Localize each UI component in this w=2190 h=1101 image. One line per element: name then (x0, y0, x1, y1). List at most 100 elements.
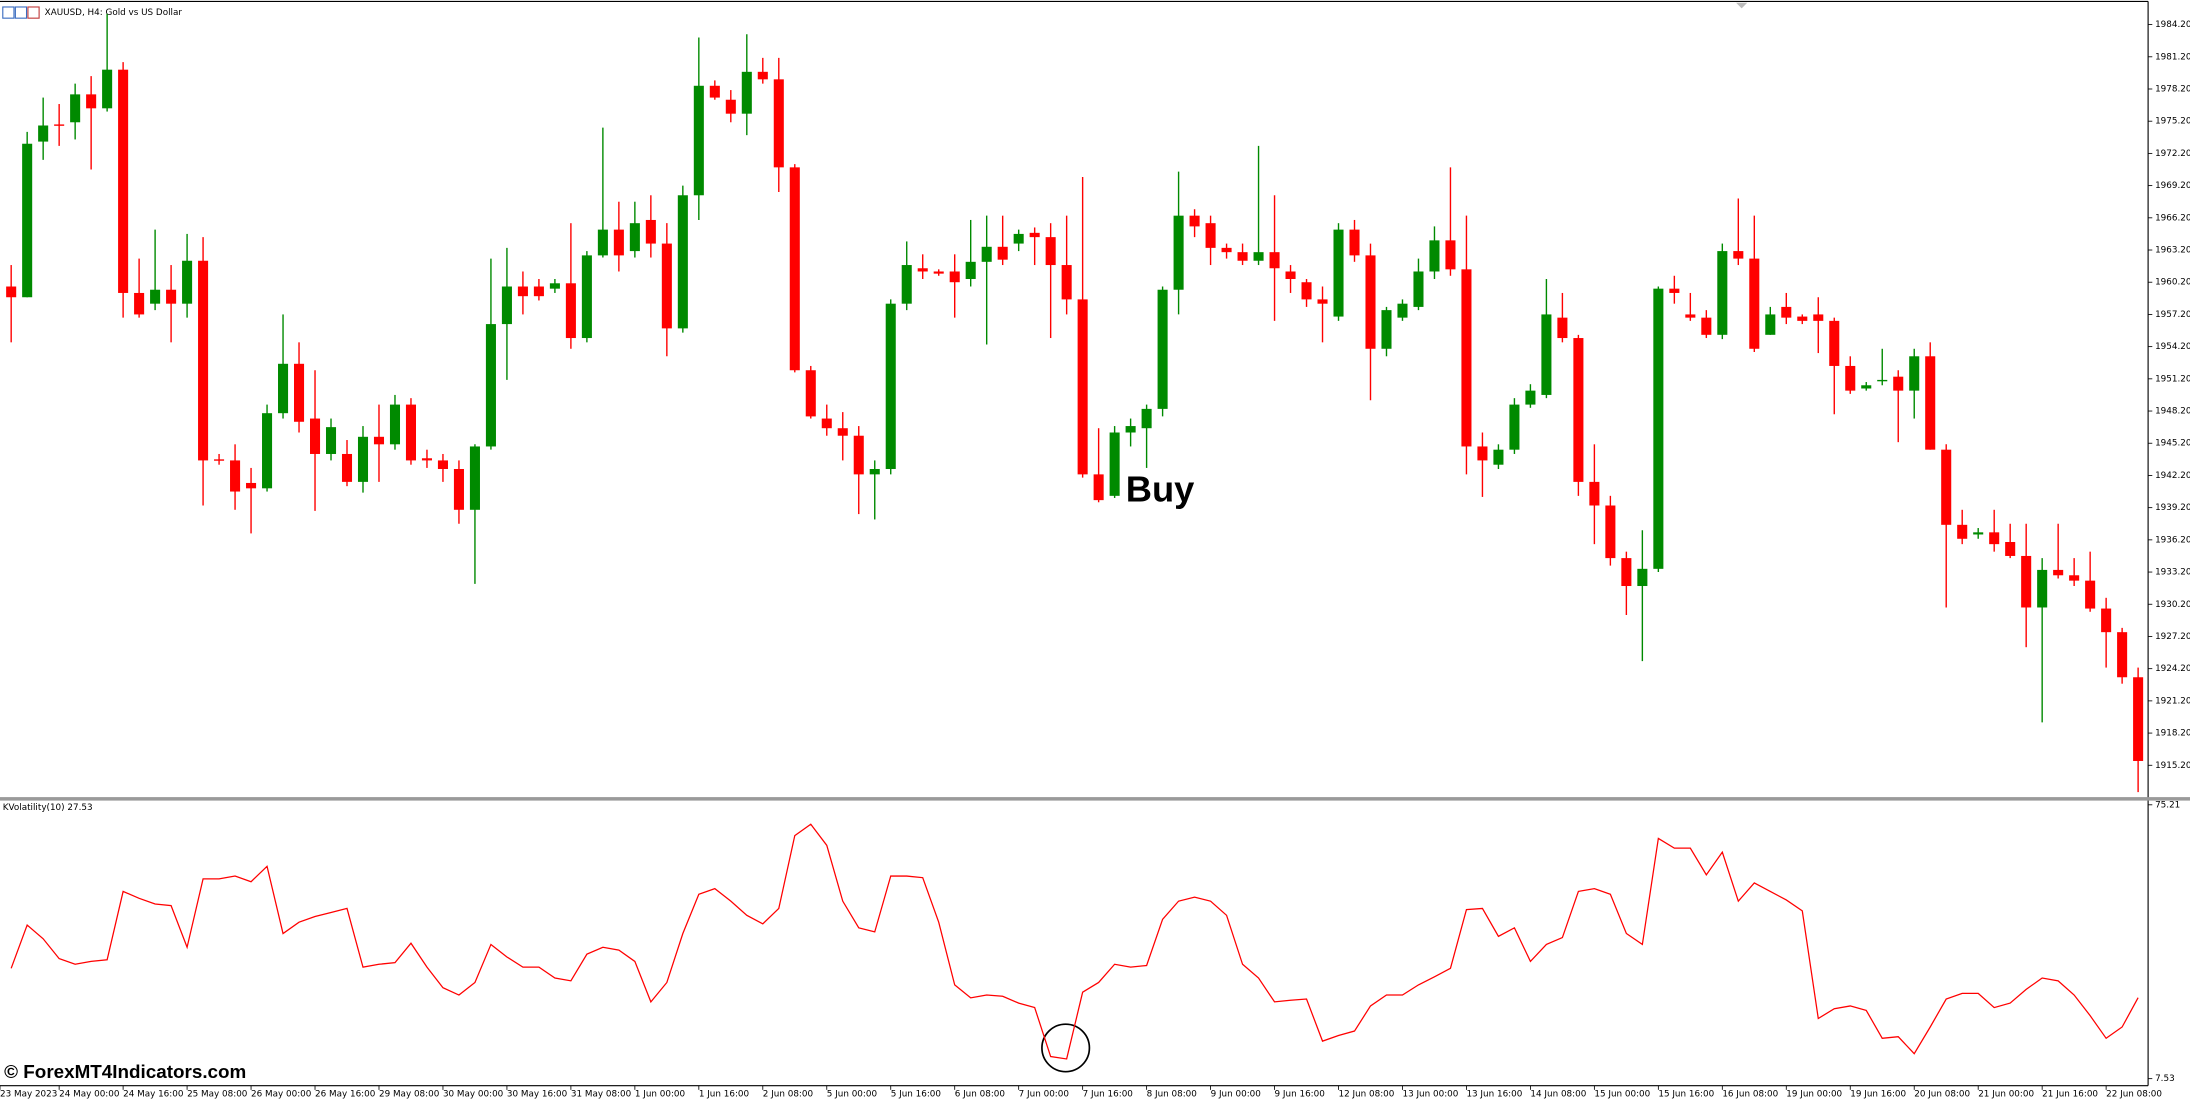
candle-body (357, 436, 369, 482)
x-tick-label: 20 Jun 08:00 (1914, 1090, 1970, 1100)
x-tick-label: 1 Jun 00:00 (635, 1090, 686, 1100)
x-tick-label: 9 Jun 00:00 (1211, 1090, 1262, 1100)
x-tick-label: 2 Jun 08:00 (763, 1090, 814, 1100)
candle-body (1605, 505, 1616, 559)
candle-body (1093, 474, 1104, 501)
y-tick-label: 1930.20 (2155, 600, 2190, 610)
y-tick-label: 1918.20 (2155, 729, 2190, 739)
x-tick-label: 8 Jun 08:00 (1147, 1090, 1198, 1100)
x-tick-label: 15 Jun 16:00 (1658, 1090, 1714, 1100)
candle-body (1621, 558, 1632, 587)
candle-body (1781, 306, 1792, 318)
candle-body (901, 265, 912, 304)
y-tick-label: 1951.20 (2155, 374, 2190, 384)
candle-body (1221, 247, 1232, 253)
candle-body (997, 246, 1008, 260)
x-tick-label: 16 Jun 08:00 (1722, 1090, 1778, 1100)
candle-body (1637, 568, 1648, 587)
candle-body (709, 85, 720, 98)
candle-body (1877, 379, 1888, 382)
candle-body (1973, 532, 1984, 535)
candle-body (1589, 481, 1600, 506)
x-tick-label: 24 May 16:00 (123, 1090, 184, 1100)
candle-body (1573, 338, 1584, 482)
frame (0, 0, 2149, 1087)
watermark: © ForexMT4Indicators.com (4, 1061, 246, 1082)
y-tick-label: 1975.20 (2155, 117, 2190, 127)
candle-body (309, 418, 321, 454)
x-tick-label: 5 Jun 16:00 (891, 1090, 942, 1100)
candle-body (22, 143, 33, 298)
y-tick-label: 1924.20 (2155, 664, 2190, 674)
candle-body (102, 69, 113, 109)
candle-body (917, 268, 928, 272)
candle-body (661, 243, 672, 329)
y-tick-label: 1939.20 (2155, 503, 2190, 513)
candle-body (150, 289, 161, 304)
candle-body (54, 124, 65, 126)
x-tick-label: 26 May 00:00 (251, 1090, 312, 1100)
y-tick-label: 1954.20 (2155, 342, 2190, 352)
candle-body (853, 435, 864, 475)
candle-body (2101, 608, 2112, 633)
candle-body (789, 167, 800, 371)
candle-body (1733, 251, 1744, 259)
x-tick-label: 13 Jun 16:00 (1466, 1090, 1522, 1100)
y-tick-label: 1969.20 (2155, 181, 2190, 191)
candle-body (437, 460, 448, 470)
candle-body (677, 195, 688, 329)
y-tick-label: 1942.20 (2155, 471, 2190, 481)
candle-body (1909, 356, 1920, 391)
x-tick-label: 13 Jun 00:00 (1402, 1090, 1458, 1100)
candle-body (453, 469, 464, 510)
y-tick-label: 1981.20 (2155, 52, 2190, 62)
candle-body (581, 255, 592, 339)
candle-body (1381, 310, 1392, 349)
candle-body (182, 260, 193, 304)
candle-body (246, 482, 257, 489)
candle-body (1813, 314, 1824, 321)
signal-circle (1041, 1023, 1091, 1073)
candle-body (693, 85, 704, 196)
x-tick-label: 15 Jun 00:00 (1594, 1090, 1650, 1100)
candle-body (1701, 317, 1712, 335)
candle-body (485, 324, 496, 447)
candle-body (1301, 282, 1312, 300)
x-tick-label: 21 Jun 00:00 (1978, 1090, 2034, 1100)
candle-body (1429, 240, 1440, 272)
y-tick-label: 1945.20 (2155, 439, 2190, 449)
y-tick-label: 1936.20 (2155, 535, 2190, 545)
candle-body (1205, 223, 1216, 248)
y-tick-label: 1933.20 (2155, 568, 2190, 578)
candle-body (2021, 555, 2032, 608)
candle-body (1653, 288, 1664, 569)
candle-body (629, 223, 640, 252)
icon (27, 6, 40, 19)
candle-body (1893, 376, 1904, 391)
y-tick-label: 75.21 (2155, 800, 2180, 810)
x-tick-label: 6 Jun 08:00 (955, 1090, 1006, 1100)
candle-body (741, 71, 752, 114)
candle-body (1717, 251, 1728, 335)
x-tick-label: 23 May 2023 (0, 1090, 57, 1100)
x-tick-label: 7 Jun 00:00 (1019, 1090, 1070, 1100)
candle-body (1013, 233, 1024, 244)
x-tick-label: 30 May 16:00 (507, 1090, 568, 1100)
x-tick-label: 29 May 08:00 (379, 1090, 440, 1100)
candle-body (981, 246, 992, 262)
candle-body (86, 94, 97, 109)
candle-body (773, 79, 784, 168)
candle-body (1333, 229, 1344, 317)
candle-body (1109, 432, 1120, 496)
chart-title: XAUUSD, H4: Gold vs US Dollar (45, 8, 183, 18)
candle-body (2005, 541, 2016, 556)
candle-body (1829, 320, 1840, 366)
candle-body (885, 303, 896, 470)
candle-body (1413, 271, 1424, 307)
candle-body (134, 292, 145, 315)
candle-body (533, 286, 544, 297)
candle-body (262, 413, 273, 489)
